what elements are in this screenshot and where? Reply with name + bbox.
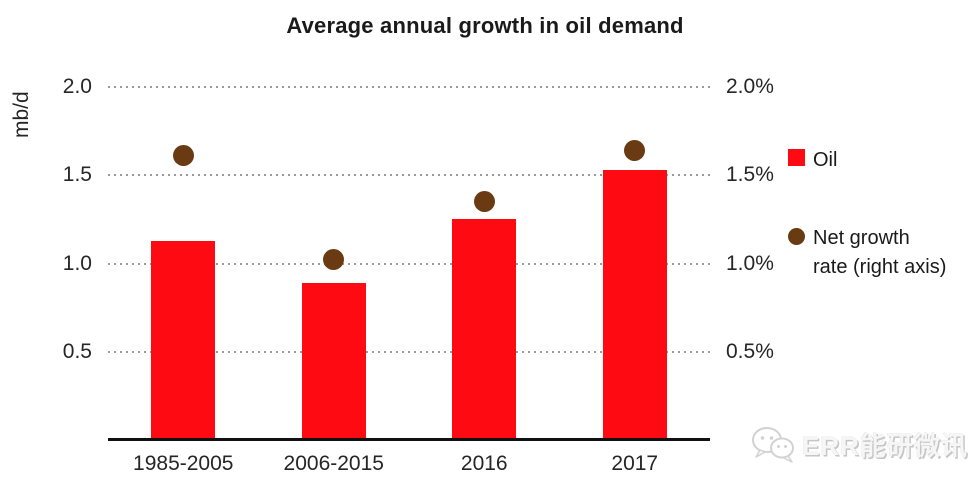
wechat-logo-icon [752,427,794,463]
dot-2017 [624,140,646,162]
dot-2016 [473,191,495,213]
x-axis-line [108,438,710,441]
right-axis-tick-1.0%: 1.0% [726,251,774,275]
legend-net-growth-line1: Net growth [813,227,910,249]
legend-net-growth-line2: rate (right axis) [813,256,947,278]
bar-2016 [452,219,517,440]
bar-2017 [602,169,667,440]
left-axis-tick-1.5: 1.5 [62,163,92,187]
gridline-0.5 [108,350,710,353]
gridline-1.5 [108,174,710,177]
category-label-2016: 2016 [460,452,508,475]
right-axis-tick-2.0%: 2.0% [726,75,774,98]
right-axis-tick-0.5%: 0.5% [726,339,774,363]
chart-title: Average annual growth in oil demand [286,13,684,38]
left-axis-tick-2.0: 2.0 [62,75,92,98]
category-label-2006-2015: 2006-2015 [283,452,384,475]
dot-2006-2015 [323,249,345,271]
left-axis-tick-1.0: 1.0 [62,251,92,275]
gridline-1.0 [108,262,710,265]
bar-1985-2005 [151,240,216,440]
left-axis-tick-0.5: 0.5 [62,339,92,363]
category-label-2017: 2017 [611,452,659,475]
legend-oil-label: Oil [813,149,838,171]
oil-swatch-icon [788,149,805,166]
dot-1985-2005 [172,145,194,167]
legend: Oil Net growth rate (right axis) [788,146,964,282]
net-growth-swatch-icon [788,228,805,245]
right-axis-tick-1.5%: 1.5% [726,163,774,187]
watermark: ERR能研微讯 [750,424,968,464]
legend-item-net-growth: Net growth rate (right axis) [788,224,964,282]
legend-item-oil: Oil [788,146,964,175]
bar-2006-2015 [301,282,366,440]
watermark-text: ERR能研微讯 [802,430,968,461]
gridline-2.0 [108,86,710,88]
left-axis-unit-label: mb/d [10,91,33,139]
legend-net-growth-label: Net growth rate (right axis) [813,224,946,282]
category-label-1985-2005: 1985-2005 [133,452,234,475]
